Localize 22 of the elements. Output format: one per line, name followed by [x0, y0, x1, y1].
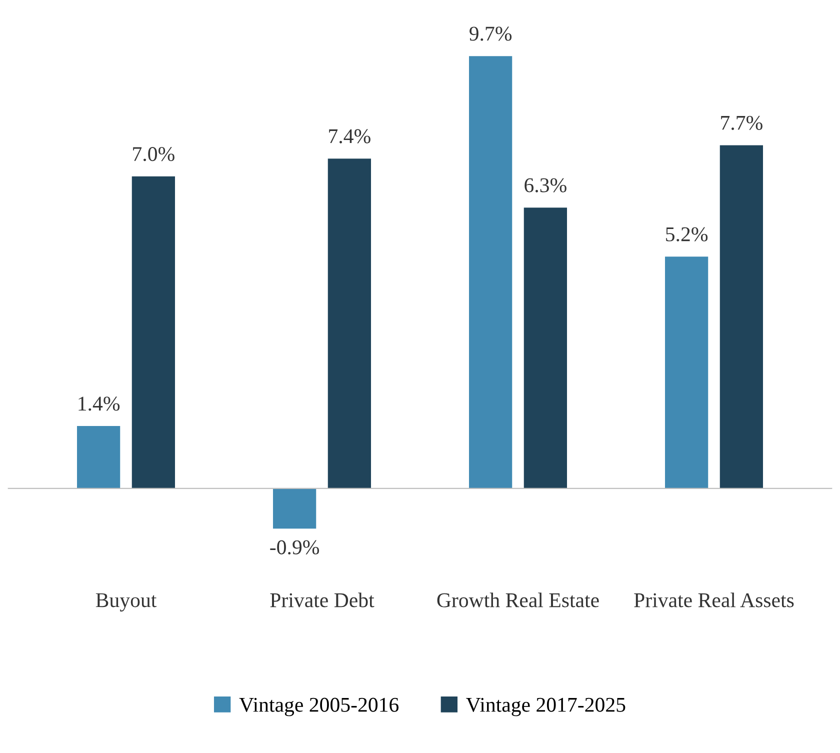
data-label: -0.9%	[270, 540, 320, 554]
x-tick-label: Buyout	[96, 593, 157, 612]
bar	[665, 256, 708, 488]
bar	[328, 158, 371, 488]
data-label: 9.7%	[470, 26, 512, 41]
bar	[132, 176, 175, 488]
data-label: 6.3%	[524, 178, 566, 192]
data-label: 7.7%	[721, 116, 762, 130]
data-label: 1.4%	[78, 396, 120, 411]
bar	[77, 426, 120, 488]
data-label: 7.4%	[329, 129, 370, 144]
bar	[469, 56, 512, 488]
bar	[273, 488, 316, 529]
data-label: 5.2%	[666, 227, 708, 242]
legend-label: Vintage 2017-2025	[466, 698, 626, 716]
x-tick-label: Private Debt	[270, 592, 374, 608]
bar	[720, 145, 763, 488]
bar	[524, 208, 567, 488]
data-label: 7.0%	[133, 147, 174, 162]
x-tick-label: Growth Real Estate	[437, 592, 599, 608]
legend-label: Vintage 2005-2016	[239, 698, 399, 716]
x-tick-label: Private Real Assets	[634, 592, 794, 608]
